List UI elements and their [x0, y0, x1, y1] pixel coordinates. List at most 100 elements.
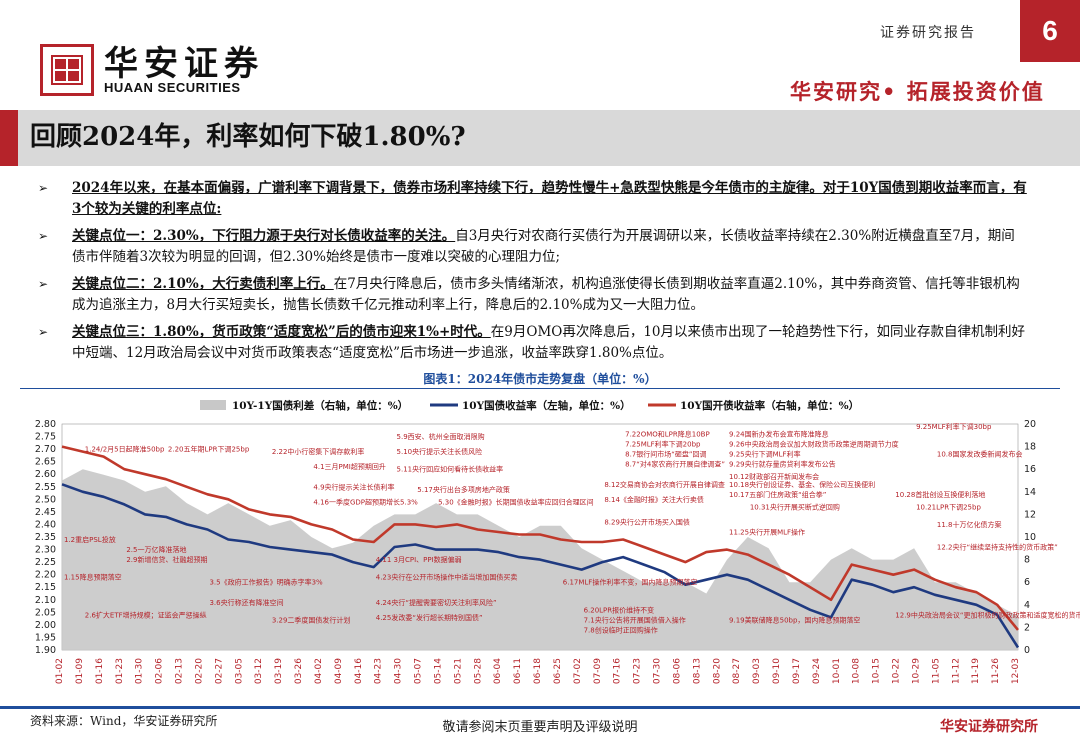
y-right-tick-label: 2: [1024, 622, 1030, 633]
x-tick-label: 04-02: [314, 658, 324, 684]
event-annotation: 12.2央行“继续坚持支持性的货币政策”: [937, 543, 1058, 552]
event-annotation: 8.12交易商协会对农商行开展自律调查: [604, 480, 725, 489]
arrow-bullet-icon: ➢: [38, 325, 49, 339]
event-annotation: 7.25MLF利率下调20bp: [625, 440, 701, 449]
y-left-tick-label: 2.65: [35, 457, 56, 468]
y-right-tick-label: 12: [1024, 509, 1036, 520]
y-right-tick-label: 8: [1024, 555, 1030, 566]
event-annotation: 1.2重启PSL投放: [64, 535, 116, 544]
x-tick-label: 05-14: [433, 658, 443, 684]
brand-logo-mark: [40, 44, 94, 96]
event-annotation: 3.5《政府工作报告》明确赤字率3%: [209, 578, 323, 587]
title-band: [0, 110, 1080, 166]
figure-caption: 图表1：2024年债市走势复盘（单位：%）: [423, 372, 657, 386]
y-left-tick-label: 2.05: [35, 607, 56, 618]
event-annotation: 2.20五年期LPR下调25bp: [168, 445, 250, 454]
arrow-bullet-icon: ➢: [38, 229, 49, 243]
x-tick-label: 04-16: [354, 658, 364, 684]
arrow-bullet-icon: ➢: [38, 181, 49, 195]
y-left-tick-label: 1.95: [35, 632, 56, 643]
y-left-tick-label: 2.20: [35, 570, 56, 581]
event-annotation: 2.6扩大ETF增持规模；证监会严惩操纵: [85, 610, 207, 619]
event-annotation: 2.22中小行密集下调存款利率: [272, 447, 365, 456]
x-tick-label: 06-25: [553, 658, 563, 684]
event-annotation: 9.25央行下调MLF利率: [729, 450, 801, 459]
y-left-tick-label: 2.10: [35, 595, 56, 606]
x-tick-label: 10-22: [892, 658, 902, 684]
footer-brand: 华安证券研究所: [940, 719, 1038, 735]
event-annotation: 5.11央行回应如何看待长债收益率: [397, 465, 504, 474]
x-tick-label: 08-20: [712, 658, 722, 684]
y-left-tick-label: 2.80: [35, 419, 56, 430]
legend-label: 10Y-1Y国债利差（右轴，单位：%）: [232, 399, 408, 412]
event-annotation: 4.1三月PMI超预期回升: [313, 462, 385, 471]
x-tick-label: 07-09: [593, 658, 603, 684]
x-tick-label: 10-08: [852, 658, 862, 684]
y-right-tick-label: 16: [1024, 464, 1036, 475]
y-right-tick-label: 18: [1024, 442, 1036, 453]
bullet-item: ➢ 2024年以来，在基本面偏弱，广谱利率下调背景下，债券市场利率持续下行，趋势…: [38, 178, 1028, 220]
x-tick-label: 10-15: [872, 658, 882, 684]
event-annotation: 10.12财政部召开新闻发布会: [729, 472, 819, 481]
x-tick-label: 11-12: [951, 658, 961, 684]
x-tick-label: 09-03: [752, 658, 762, 684]
event-annotation: 8.14《金融时报》关注大行卖债: [604, 495, 704, 504]
y-left-tick-label: 2.40: [35, 519, 56, 530]
y-left-tick-label: 2.30: [35, 545, 56, 556]
event-annotation: 5.9西安、杭州全面取消限购: [397, 432, 485, 441]
event-annotation: 11.8十万亿化债方案: [937, 520, 1002, 529]
arrow-bullet-icon: ➢: [38, 277, 49, 291]
event-annotation: 9.26中央政治局会议加大财政货币政策逆周期调节力度: [729, 440, 899, 449]
event-annotation: 10.18央行创设证券、基金、保险公司互换便利: [729, 480, 875, 489]
x-tick-label: 03-05: [234, 658, 244, 684]
bullet-item: ➢ 关键点位一：2.30%，下行阻力源于央行对长债收益率的关注。自3月央行对农商…: [38, 226, 1028, 268]
x-tick-label: 06-18: [533, 658, 543, 684]
event-annotation: 3.6央行称还有降准空间: [209, 598, 283, 607]
x-tick-label: 07-30: [653, 658, 663, 684]
logo-chinese-name: 华安证券: [104, 44, 264, 84]
x-tick-label: 03-12: [254, 658, 264, 684]
event-annotation: 12.9中央政治局会议“更加积极的财政政策和适度宽松的货币政策”: [895, 610, 1080, 619]
event-annotation: 4.16一季度GDP超预期增长5.3%: [313, 497, 418, 506]
bullet-lead: 2024年以来，在基本面偏弱，广谱利率下调背景下，债券市场利率持续下行，趋势性慢…: [72, 180, 1027, 217]
x-tick-label: 11-05: [931, 658, 941, 684]
x-tick-label: 07-16: [613, 658, 623, 684]
x-tick-label: 09-10: [772, 658, 782, 684]
y-left-tick-label: 2.70: [35, 444, 56, 455]
y-left-tick-label: 2.60: [35, 469, 56, 480]
bullet-lead: 关键点位三：1.80%，货币政策“适度宽松”后的债市迎来1%+时代。: [72, 324, 491, 340]
x-tick-label: 01-23: [115, 658, 125, 684]
event-annotation: 3.29二季度国债发行计划: [272, 615, 351, 624]
page-number-badge: 6: [1020, 0, 1080, 62]
bullet-lead: 关键点位一：2.30%，下行阻力源于央行对长债收益率的关注。: [72, 228, 456, 244]
x-tick-label: 11-19: [971, 658, 981, 684]
y-left-tick-label: 2.00: [35, 620, 56, 631]
event-annotation: 5.10央行提示关注长债风险: [397, 447, 483, 456]
bond-yield-chart: 2.80 2.752.70 2.652.60 2.552.50 2.452.40 2.35…: [35, 399, 1080, 684]
event-annotation: 2.9新增信贷、社融超预期: [126, 555, 207, 564]
y-right-tick-label: 4: [1024, 600, 1030, 611]
legend-swatch: [200, 400, 226, 410]
legend-label: 10Y国开债收益率（右轴，单位：%）: [680, 399, 859, 412]
x-tick-label: 08-06: [672, 658, 682, 684]
x-tick-label: 03-26: [294, 658, 304, 684]
x-tick-label: 07-02: [573, 658, 583, 684]
event-annotation: 9.19美联储降息50bp，国内降息预期落空: [729, 615, 860, 624]
x-tick-label: 05-21: [453, 658, 463, 684]
treasury-yield-line: [61, 483, 1020, 649]
event-annotation: 6.20LPR报价维持不变: [584, 605, 655, 614]
legend-label: 10Y国债收益率（左轴，单位：%）: [462, 399, 631, 412]
x-tick-label: 12-03: [1011, 658, 1021, 684]
footer-rule: [0, 706, 1080, 709]
x-tick-label: 04-23: [374, 658, 384, 684]
y-right-tick-label: 14: [1024, 487, 1036, 498]
event-annotation: 10.31央行开展买断式逆回购: [750, 502, 840, 511]
event-annotation: 9.24国新办发布会宣布降准降息: [729, 430, 829, 439]
event-annotation: 8.7“对4家农商行开展自律调查”: [625, 460, 725, 469]
event-annotation: 10.17五部门住房政策“组合拳”: [729, 490, 826, 499]
event-annotation: 2.5一万亿降准落地: [126, 545, 186, 554]
bullet-item: ➢ 关键点位二：2.10%，大行卖债利率上行。在7月央行降息后，债市多头情绪渐浓…: [38, 274, 1028, 316]
y-right-tick-label: 10: [1024, 532, 1036, 543]
x-tick-label: 08-13: [692, 658, 702, 684]
data-source-note: 资料来源：Wind，华安证券研究所: [30, 714, 218, 728]
